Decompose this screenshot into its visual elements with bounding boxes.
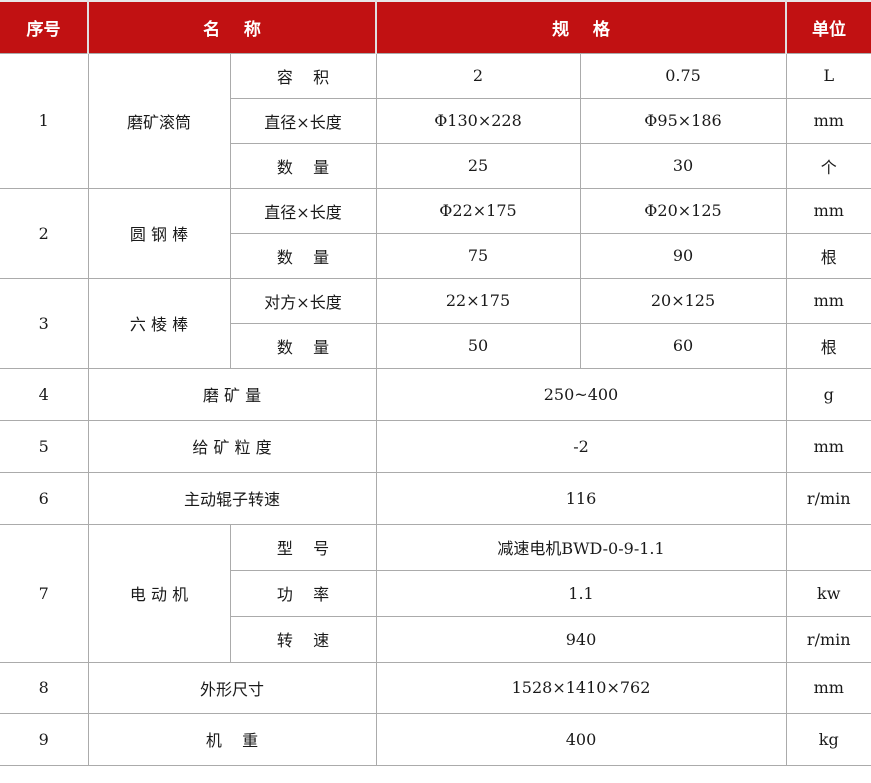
table-row: 5 给 矿 粒 度 -2 mm xyxy=(0,420,871,473)
unit-cell: 根 xyxy=(786,233,871,279)
serial-cell: 2 xyxy=(0,188,89,279)
table-row: 4 磨 矿 量 250~400 g xyxy=(0,368,871,421)
unit-cell: mm xyxy=(786,420,871,473)
serial-cell: 5 xyxy=(0,420,89,473)
unit-cell: L xyxy=(786,53,871,99)
name-cell: 给 矿 粒 度 xyxy=(88,420,377,473)
header-unit: 单位 xyxy=(786,0,871,54)
unit-cell: mm xyxy=(786,662,871,714)
sub-label-cell: 容 积 xyxy=(230,53,377,99)
spec-cell: 250~400 xyxy=(376,368,787,421)
sub-label-cell: 数 量 xyxy=(230,323,377,369)
name-cell: 圆 钢 棒 xyxy=(88,188,231,279)
name-cell: 磨 矿 量 xyxy=(88,368,377,421)
spec-cell: 30 xyxy=(580,143,787,189)
name-cell: 电 动 机 xyxy=(88,524,231,663)
serial-cell: 3 xyxy=(0,278,89,369)
header-name: 名 称 xyxy=(88,0,377,54)
unit-cell: g xyxy=(786,368,871,421)
spec-cell: 940 xyxy=(376,616,787,663)
sub-label-cell: 转 速 xyxy=(230,616,377,663)
sub-label-cell: 功 率 xyxy=(230,570,377,617)
spec-cell: Φ20×125 xyxy=(580,188,787,234)
table-row: 转 速 940 r/min xyxy=(0,616,871,663)
unit-cell xyxy=(786,524,871,571)
serial-cell: 8 xyxy=(0,662,89,714)
table-row: 2 圆 钢 棒 直径×长度 Φ22×175 Φ20×125 mm xyxy=(0,188,871,279)
table-row: 3 六 棱 棒 对方×长度 22×175 20×125 mm xyxy=(0,278,871,369)
unit-cell: mm xyxy=(786,98,871,144)
sub-label-cell: 数 量 xyxy=(230,233,377,279)
spec-cell: 20×125 xyxy=(580,278,787,324)
unit-cell: kw xyxy=(786,570,871,617)
header-serial: 序号 xyxy=(0,0,89,54)
name-cell: 磨矿滚筒 xyxy=(88,53,231,189)
table-row: 直径×长度 Φ130×228 Φ95×186 mm xyxy=(0,98,871,144)
serial-cell: 6 xyxy=(0,472,89,525)
spec-cell: 0.75 xyxy=(580,53,787,99)
table-row: 8 外形尺寸 1528×1410×762 mm xyxy=(0,662,871,714)
spec-cell: 2 xyxy=(376,53,581,99)
spec-cell: 75 xyxy=(376,233,581,279)
table-row: 功 率 1.1 kw xyxy=(0,570,871,617)
sub-label-cell: 直径×长度 xyxy=(230,188,377,234)
spec-cell: Φ95×186 xyxy=(580,98,787,144)
name-cell: 机 重 xyxy=(88,713,377,766)
serial-cell: 1 xyxy=(0,53,89,189)
table-row: 6 主动辊子转速 116 r/min xyxy=(0,472,871,525)
sub-label-cell: 对方×长度 xyxy=(230,278,377,324)
table-row: 数 量 75 90 根 xyxy=(0,233,871,279)
table-row: 数 量 25 30 个 xyxy=(0,143,871,189)
spec-cell: 1.1 xyxy=(376,570,787,617)
sub-label-cell: 型 号 xyxy=(230,524,377,571)
name-cell: 六 棱 棒 xyxy=(88,278,231,369)
spec-cell: 60 xyxy=(580,323,787,369)
sub-label-cell: 直径×长度 xyxy=(230,98,377,144)
serial-cell: 9 xyxy=(0,713,89,766)
spec-cell: 1528×1410×762 xyxy=(376,662,787,714)
table-row: 7 电 动 机 型 号 减速电机BWD-0-9-1.1 xyxy=(0,524,871,663)
spec-cell: 减速电机BWD-0-9-1.1 xyxy=(376,524,787,571)
serial-cell: 4 xyxy=(0,368,89,421)
spec-cell: Φ130×228 xyxy=(376,98,581,144)
unit-cell: 个 xyxy=(786,143,871,189)
spec-cell: -2 xyxy=(376,420,787,473)
unit-cell: r/min xyxy=(786,472,871,525)
table-row: 数 量 50 60 根 xyxy=(0,323,871,369)
unit-cell: mm xyxy=(786,278,871,324)
spec-cell: 116 xyxy=(376,472,787,525)
spec-cell: Φ22×175 xyxy=(376,188,581,234)
serial-cell: 7 xyxy=(0,524,89,663)
unit-cell: r/min xyxy=(786,616,871,663)
spec-cell: 22×175 xyxy=(376,278,581,324)
name-cell: 主动辊子转速 xyxy=(88,472,377,525)
spec-table: 序号 名 称 规 格 单位 1 磨矿滚筒 容 积 2 0.75 L 直径×长度 … xyxy=(0,0,871,766)
unit-cell: mm xyxy=(786,188,871,234)
table-row: 9 机 重 400 kg xyxy=(0,713,871,766)
header-row: 序号 名 称 规 格 单位 xyxy=(0,0,871,54)
spec-cell: 90 xyxy=(580,233,787,279)
table-row: 1 磨矿滚筒 容 积 2 0.75 L xyxy=(0,53,871,189)
unit-cell: 根 xyxy=(786,323,871,369)
spec-cell: 25 xyxy=(376,143,581,189)
sub-label-cell: 数 量 xyxy=(230,143,377,189)
name-cell: 外形尺寸 xyxy=(88,662,377,714)
spec-cell: 50 xyxy=(376,323,581,369)
spec-cell: 400 xyxy=(376,713,787,766)
header-spec: 规 格 xyxy=(376,0,787,54)
unit-cell: kg xyxy=(786,713,871,766)
